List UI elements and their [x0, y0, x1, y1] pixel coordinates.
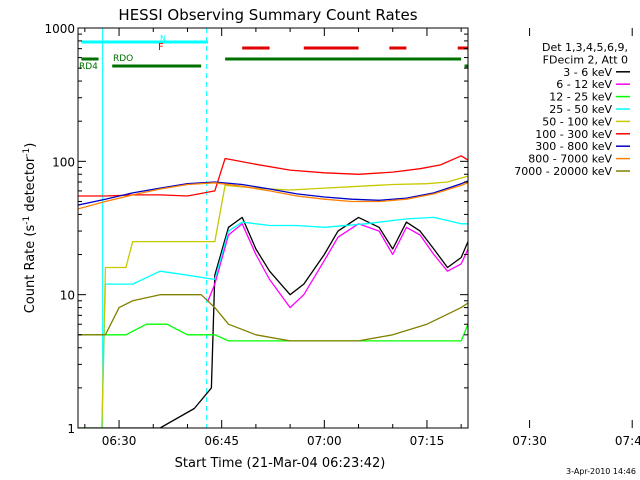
- legend-label-3: 12 - 25 keV: [549, 91, 612, 104]
- x-tick-label-3: 07:00: [307, 434, 342, 448]
- y-tick-label-2: 10: [60, 289, 75, 303]
- legend-label-9: 7000 - 20000 keV: [514, 165, 612, 178]
- y-axis-label-mid: detector: [23, 156, 38, 216]
- series-line-5: [78, 175, 468, 428]
- x-tick-label-6: 07:45: [615, 434, 640, 448]
- flag-label-n: N: [160, 34, 166, 43]
- x-tick-label-2: 06:45: [204, 434, 239, 448]
- x-tick-label-4: 07:15: [410, 434, 445, 448]
- footer-date: 3-Apr-2010 14:46: [566, 467, 636, 476]
- series-line-6: [78, 155, 468, 197]
- legend-label-1: 3 - 6 keV: [563, 66, 612, 79]
- x-axis-label: Start Time (21-Mar-04 06:23:42): [175, 456, 386, 471]
- legend-label-4: 25 - 50 keV: [549, 103, 612, 116]
- flag-label-f: F: [158, 42, 164, 53]
- series-line-3: [78, 323, 468, 342]
- flag-label-rdo: RDO: [113, 54, 133, 64]
- series-line-8: [78, 181, 468, 210]
- legend-label-5: 50 - 100 keV: [542, 115, 612, 128]
- plot-inner: [78, 28, 468, 428]
- legend-header-1: Det 1,3,4,5,6,9,: [542, 41, 628, 54]
- legend-label-6: 100 - 300 keV: [535, 128, 612, 141]
- legend: Det 1,3,4,5,6,9,FDecim 2, Att 03 - 6 keV…: [514, 41, 630, 178]
- y-axis-label-sup-1: -1: [22, 216, 32, 225]
- legend-label-7: 300 - 800 keV: [535, 140, 612, 153]
- flag-label-rd4: RD4: [79, 62, 98, 72]
- x-tick-label-1: 06:30: [102, 434, 137, 448]
- legend-label-2: 6 - 12 keV: [556, 78, 612, 91]
- legend-label-8: 800 - 7000 keV: [528, 153, 612, 166]
- series-line-1: [78, 216, 468, 428]
- series-line-7: [78, 180, 468, 206]
- y-tick-label-4: 1000: [44, 22, 75, 36]
- y-axis-label-end: ): [23, 143, 38, 148]
- series-line-2: [207, 223, 468, 309]
- y-axis-label: Count Rate (s-1 detector-1): [22, 143, 38, 314]
- x-tick-label-5: 07:30: [512, 434, 547, 448]
- y-axis-label-main: Count Rate (s: [23, 225, 38, 314]
- series-line-9: [78, 294, 468, 342]
- legend-header-2: FDecim 2, Att 0: [543, 53, 628, 66]
- axes: 06:3006:4507:0007:1507:3007:4508:0011010…: [44, 22, 640, 448]
- chart-title: HESSI Observing Summary Count Rates: [118, 6, 417, 24]
- y-tick-label-1: 1: [67, 422, 75, 436]
- series-line-4: [78, 216, 468, 428]
- y-axis-label-sup-2: -1: [22, 148, 32, 157]
- plot-frame: [77, 27, 469, 429]
- y-tick-label-3: 100: [52, 155, 75, 169]
- plot-area: NF RDO RD4: [78, 28, 468, 428]
